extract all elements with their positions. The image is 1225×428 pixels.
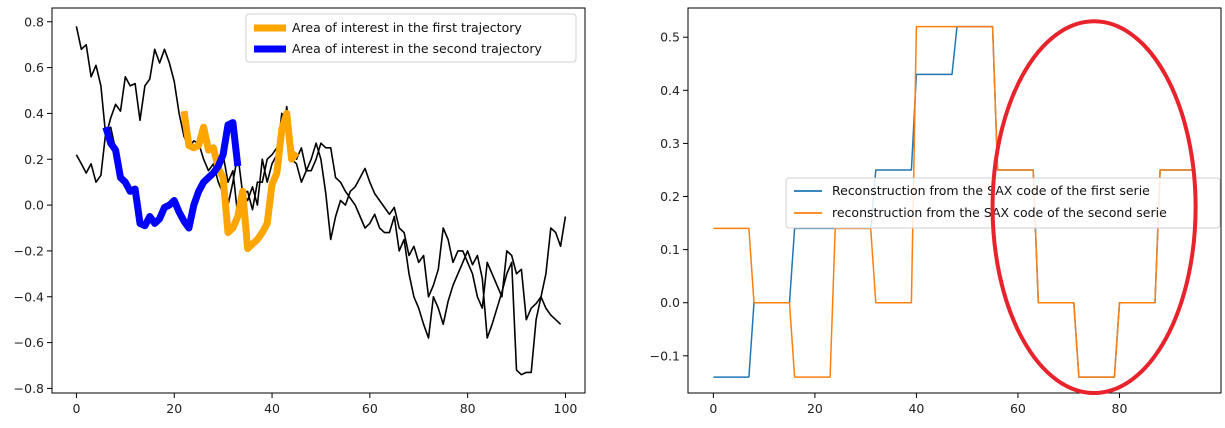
left-x-tick-label: 0: [72, 401, 80, 416]
left-y-tick-label: 0.6: [24, 60, 44, 75]
left-x-tick-label: 80: [460, 401, 476, 416]
left-series-line-2: [180, 109, 300, 253]
right-y-tick-label: 0.0: [660, 295, 680, 310]
right-legend: Reconstruction from the SAX code of the …: [785, 177, 1221, 229]
left-y-tick-label: 0.0: [24, 198, 44, 213]
legend-label-second-trajectory: Area of interest in the second trajector…: [292, 41, 543, 56]
left-y-tick-label: 0.2: [24, 152, 44, 167]
left-x-tick-label: 60: [362, 401, 378, 416]
right-x-tick-label: 40: [908, 401, 924, 416]
right-y-tick-label: 0.3: [660, 136, 680, 151]
left-chart: 0 20 40 60 80 100 −0.8 −0.6 −0.4 −0.2 0.0 0.2 0.4 0.…: [14, 7, 586, 416]
left-x-tick-label: 100: [554, 401, 578, 416]
left-y-tick-label: 0.4: [24, 106, 44, 121]
legend-label-second-serie: reconstruction from the SAX code of the …: [832, 205, 1167, 220]
right-x-ticks: 0 20 40 60 80: [709, 393, 1127, 416]
left-series-line-0: [75, 26, 567, 376]
left-series-line-3: [102, 119, 242, 232]
right-x-tick-label: 20: [807, 401, 823, 416]
left-y-tick-label: −0.2: [14, 243, 44, 258]
right-y-tick-label: 0.5: [660, 30, 680, 45]
left-legend: Area of interest in the first trajectory…: [245, 13, 577, 63]
right-y-tick-label: 0.2: [660, 189, 680, 204]
left-x-tick-label: 20: [166, 401, 182, 416]
right-y-ticks: −0.1 0.0 0.1 0.2 0.3 0.4 0.5: [650, 30, 688, 363]
left-plot-frame: [51, 7, 586, 394]
right-x-tick-label: 80: [1112, 401, 1128, 416]
right-chart: 0 20 40 60 80 −0.1 0.0 0.1 0.2 0.3 0.4 0.5 Reconst…: [650, 7, 1222, 416]
right-y-tick-label: 0.4: [660, 83, 680, 98]
left-y-tick-label: −0.8: [14, 381, 44, 396]
left-y-tick-label: −0.6: [14, 335, 44, 350]
right-y-tick-label: −0.1: [650, 348, 680, 363]
legend-label-first-trajectory: Area of interest in the first trajectory: [292, 20, 522, 35]
red-highlight-ellipse: [990, 19, 1198, 395]
right-plot-frame: [687, 7, 1222, 394]
right-x-tick-label: 0: [709, 401, 717, 416]
right-series-line-1: [713, 25, 1196, 378]
left-y-tick-label: −0.4: [14, 289, 44, 304]
left-y-tick-label: 0.8: [24, 14, 44, 29]
right-y-tick-label: 0.1: [660, 242, 680, 257]
left-legend-box: [245, 13, 577, 63]
right-x-tick-label: 60: [1010, 401, 1026, 416]
right-legend-box: [785, 177, 1221, 229]
red-ellipse-annotation: [990, 19, 1198, 395]
left-x-ticks: 0 20 40 60 80 100: [72, 393, 577, 416]
left-x-tick-label: 40: [264, 401, 280, 416]
left-series-group: [75, 26, 567, 376]
left-y-ticks: −0.8 −0.6 −0.4 −0.2 0.0 0.2 0.4 0.6 0.8: [14, 14, 52, 396]
right-series-group: [713, 25, 1196, 378]
